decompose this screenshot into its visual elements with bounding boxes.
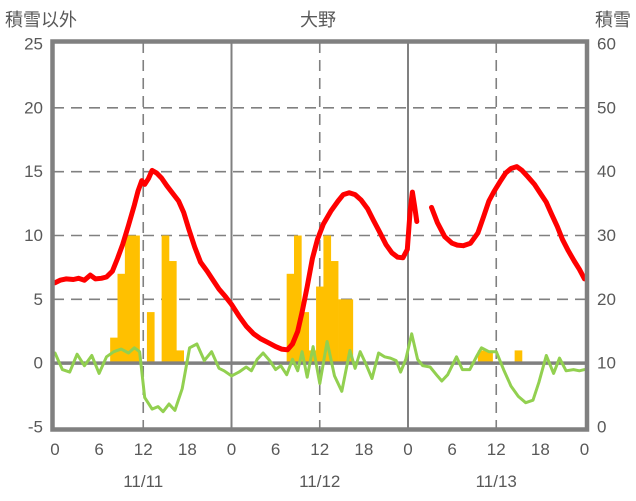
- date-label-11/11: 11/11: [123, 472, 163, 491]
- x-axis-tick-2: 12: [134, 440, 153, 459]
- plot-border: [50, 39, 590, 432]
- snow-depth-line-seg2: [429, 164, 587, 282]
- left-axis-tick-20: 20: [24, 98, 43, 117]
- left-axis-title: 積雪以外: [5, 10, 77, 30]
- left-axis-tick-0: 0: [34, 354, 43, 373]
- precip-bar-h36: [316, 286, 324, 364]
- x-axis-tick-3: 18: [178, 440, 197, 459]
- date-label-11/12: 11/12: [299, 472, 340, 491]
- x-axis-tick-0: 0: [50, 440, 59, 459]
- precip-bar-h15: [161, 235, 170, 364]
- left-axis-tick-10: 10: [24, 226, 43, 245]
- precip-bar-h63: [514, 350, 523, 364]
- right-axis-tick-30: 30: [597, 226, 616, 245]
- precip-bar-h37: [323, 235, 332, 364]
- precip-bar-h16: [168, 261, 177, 364]
- x-axis-tick-10: 12: [487, 440, 506, 459]
- snow-depth-line-seg1: [52, 167, 420, 353]
- x-axis-tick-7: 18: [354, 440, 373, 459]
- right-axis-tick-50: 50: [597, 98, 616, 117]
- right-axis-tick-0: 0: [597, 418, 606, 437]
- x-axis-tick-1: 6: [94, 440, 103, 459]
- right-axis-title: 積雪: [595, 10, 631, 30]
- left-axis-tick-15: 15: [24, 162, 43, 181]
- precip-bar-h58: [477, 350, 486, 364]
- temperature-line: [53, 332, 586, 414]
- x-axis-tick-11: 18: [531, 440, 550, 459]
- precip-bar-h40: [345, 299, 354, 364]
- precip-bar-h59: [485, 350, 493, 364]
- precip-bar-h9: [117, 273, 126, 364]
- x-axis-tick-9: 6: [447, 440, 456, 459]
- precip-bar-h32: [286, 273, 295, 364]
- precip-bar-h10: [124, 235, 133, 364]
- x-axis-tick-5: 6: [271, 440, 280, 459]
- chart-title: 大野: [300, 10, 336, 30]
- x-axis-tick-4: 0: [227, 440, 236, 459]
- left-axis-tick--5: -5: [28, 418, 43, 437]
- left-axis-tick-5: 5: [34, 290, 43, 309]
- right-axis-tick-60: 60: [597, 35, 616, 54]
- precip-bar-h33: [294, 235, 302, 364]
- x-axis-tick-8: 0: [403, 440, 412, 459]
- right-axis-tick-20: 20: [597, 290, 616, 309]
- precip-bar-h17: [176, 350, 184, 364]
- precip-bar-h39: [338, 299, 346, 364]
- x-axis-tick-6: 12: [310, 440, 329, 459]
- right-axis-tick-40: 40: [597, 162, 616, 181]
- x-axis-tick-12: 0: [580, 440, 589, 459]
- date-label-11/13: 11/13: [476, 472, 517, 491]
- precip-bar-h34: [301, 312, 310, 364]
- right-axis-tick-10: 10: [597, 354, 616, 373]
- precip-bar-h38: [330, 261, 339, 364]
- left-axis-tick-25: 25: [24, 35, 43, 54]
- precip-bar-h11: [132, 235, 140, 364]
- precip-bar-h13: [146, 312, 155, 364]
